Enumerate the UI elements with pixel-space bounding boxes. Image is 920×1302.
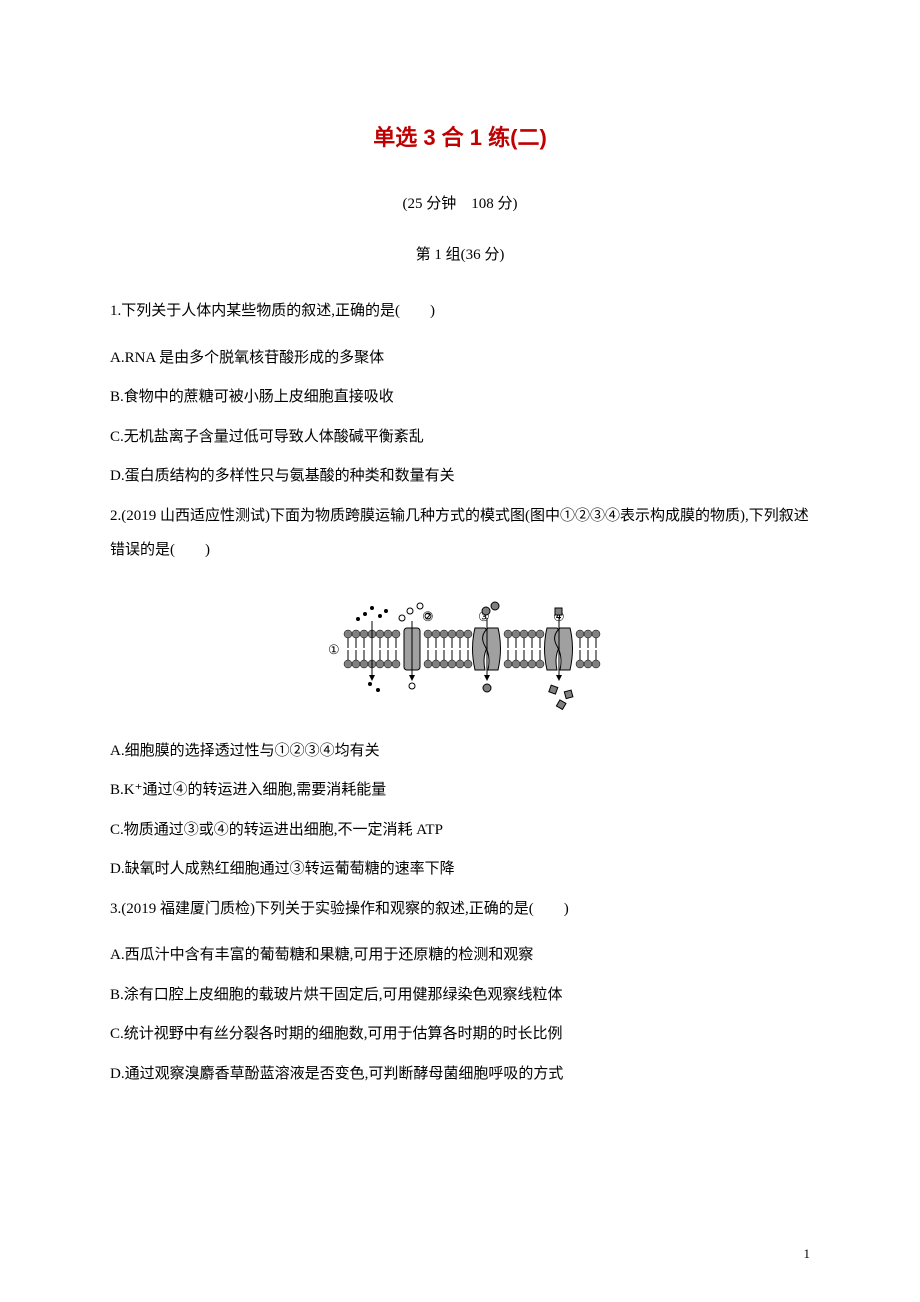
svg-text:①: ① <box>328 642 340 657</box>
page-title: 单选 3 合 1 练(二) <box>110 120 810 152</box>
q1-stem: 1.下列关于人体内某些物质的叙述,正确的是( ) <box>110 294 810 329</box>
membrane-diagram: ① ② <box>310 586 610 716</box>
q1-option-c: C.无机盐离子含量过低可导致人体酸碱平衡紊乱 <box>110 420 810 455</box>
q2-stem: 2.(2019 山西适应性测试)下面为物质跨膜运输几种方式的模式图(图中①②③④… <box>110 499 810 568</box>
timing-info: (25 分钟 108 分) <box>110 192 810 213</box>
q3-option-c: C.统计视野中有丝分裂各时期的细胞数,可用于估算各时期的时长比例 <box>110 1017 810 1052</box>
svg-text:②: ② <box>422 609 434 624</box>
q1-option-a: A.RNA 是由多个脱氧核苷酸形成的多聚体 <box>110 341 810 376</box>
q3-option-d: D.通过观察溴麝香草酚蓝溶液是否变色,可判断酵母菌细胞呼吸的方式 <box>110 1057 810 1092</box>
q2-option-b: B.K⁺通过④的转运进入细胞,需要消耗能量 <box>110 773 810 808</box>
q2-option-c: C.物质通过③或④的转运进出细胞,不一定消耗 ATP <box>110 813 810 848</box>
q3-option-b: B.涂有口腔上皮细胞的载玻片烘干固定后,可用健那绿染色观察线粒体 <box>110 978 810 1013</box>
q3-stem: 3.(2019 福建厦门质检)下列关于实验操作和观察的叙述,正确的是( ) <box>110 892 810 927</box>
q1-option-b: B.食物中的蔗糖可被小肠上皮细胞直接吸收 <box>110 380 810 415</box>
q3-option-a: A.西瓜汁中含有丰富的葡萄糖和果糖,可用于还原糖的检测和观察 <box>110 938 810 973</box>
group-label: 第 1 组(36 分) <box>110 243 810 264</box>
q2-option-a: A.细胞膜的选择透过性与①②③④均有关 <box>110 734 810 769</box>
q2-option-d: D.缺氧时人成熟红细胞通过③转运葡萄糖的速率下降 <box>110 852 810 887</box>
page-number: 1 <box>804 1246 811 1262</box>
q1-option-d: D.蛋白质结构的多样性只与氨基酸的种类和数量有关 <box>110 459 810 494</box>
